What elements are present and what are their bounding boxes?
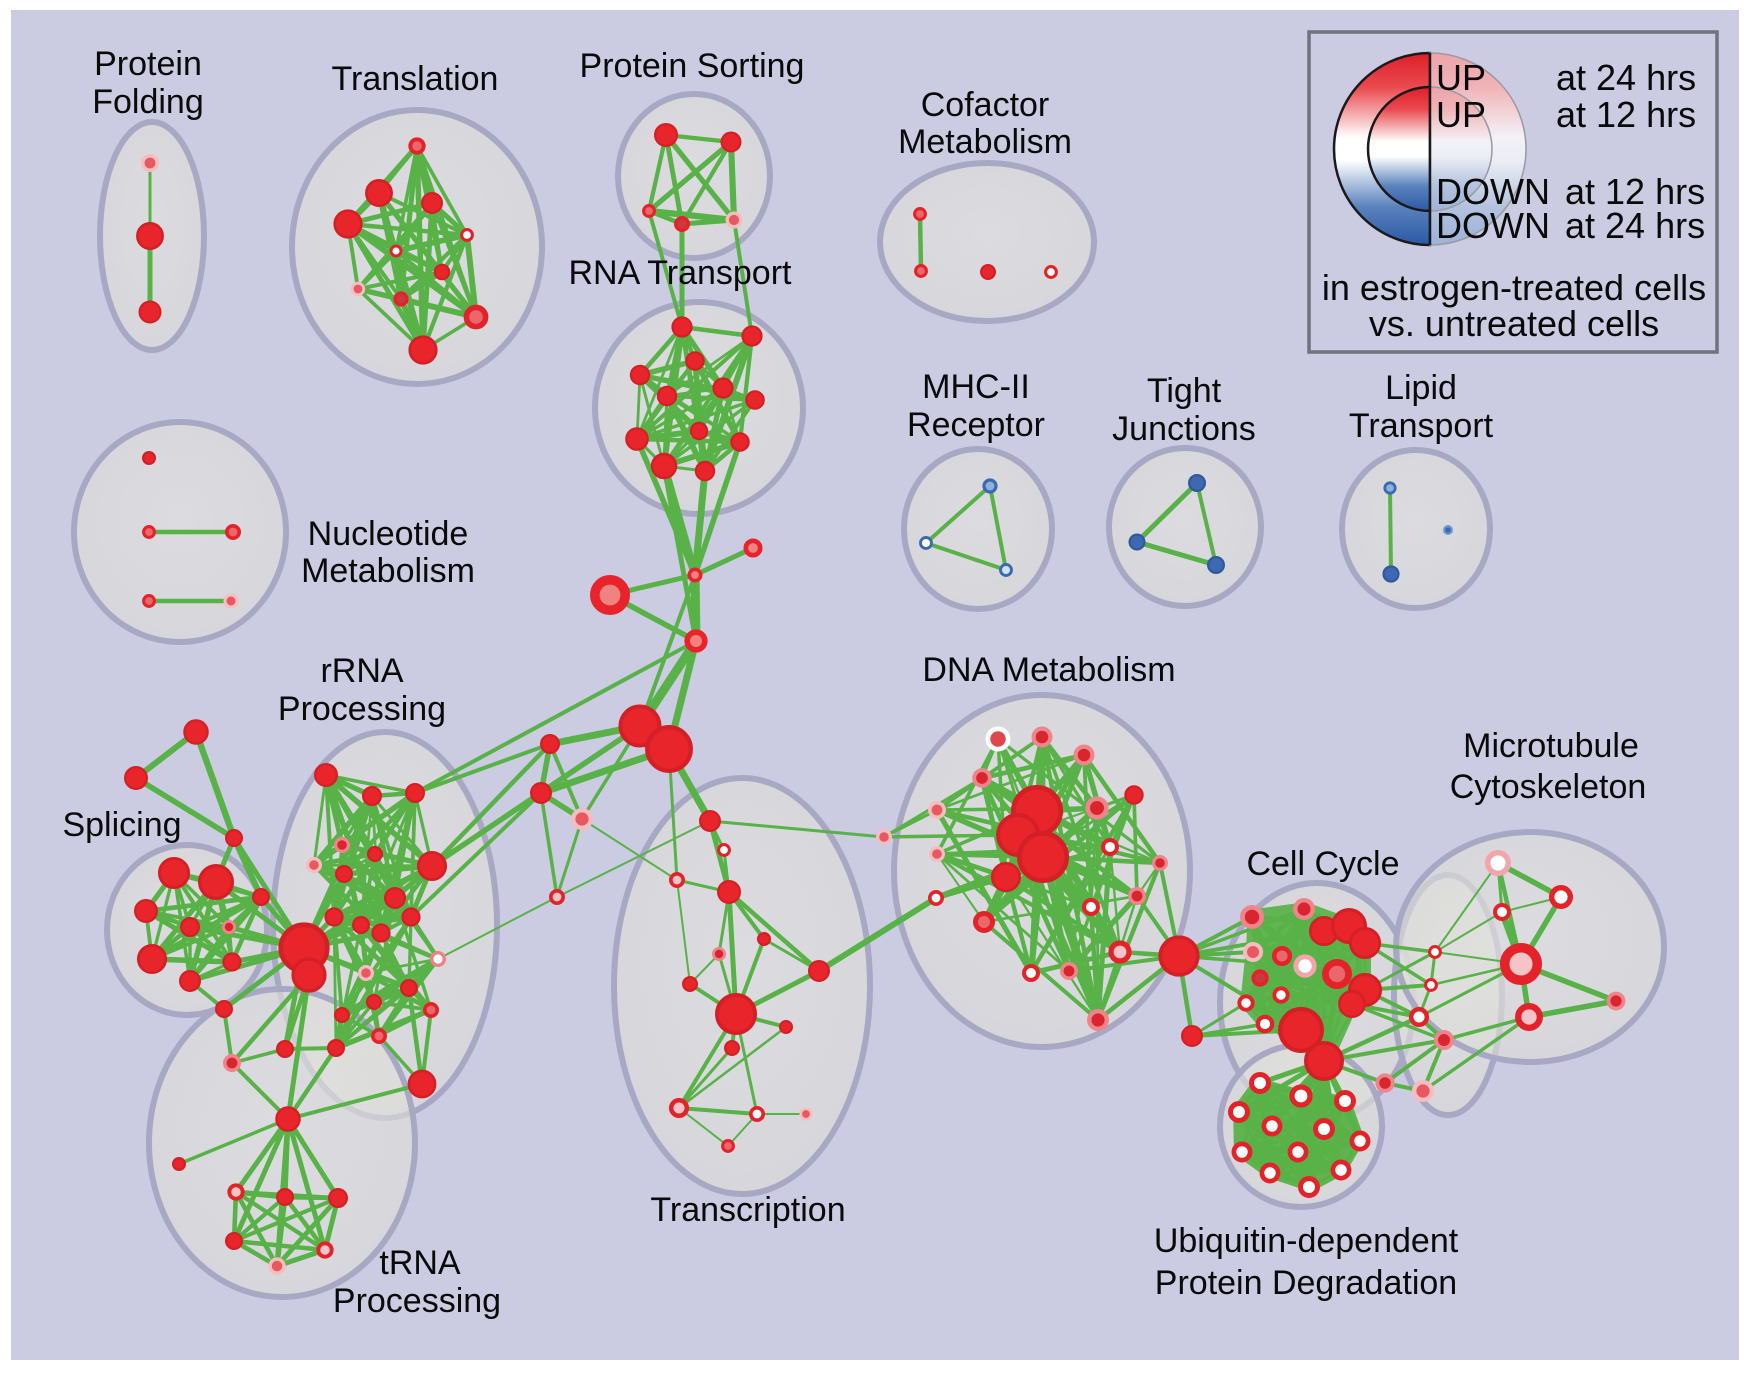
svg-text:at 12 hrs: at 12 hrs bbox=[1565, 171, 1705, 212]
svg-text:Receptor: Receptor bbox=[907, 406, 1045, 444]
svg-text:DOWN: DOWN bbox=[1436, 171, 1550, 212]
svg-text:Cell Cycle: Cell Cycle bbox=[1246, 845, 1399, 883]
svg-text:Translation: Translation bbox=[332, 60, 499, 98]
svg-text:DNA Metabolism: DNA Metabolism bbox=[922, 651, 1175, 689]
svg-text:Processing: Processing bbox=[278, 690, 446, 728]
svg-text:MHC-II: MHC-II bbox=[922, 368, 1030, 406]
svg-text:tRNA: tRNA bbox=[379, 1244, 461, 1282]
svg-text:Metabolism: Metabolism bbox=[301, 552, 475, 590]
svg-text:Protein Degradation: Protein Degradation bbox=[1155, 1264, 1457, 1302]
svg-text:Metabolism: Metabolism bbox=[898, 123, 1072, 161]
svg-text:Cytoskeleton: Cytoskeleton bbox=[1450, 768, 1647, 806]
svg-text:Protein Sorting: Protein Sorting bbox=[580, 47, 805, 85]
svg-text:Protein: Protein bbox=[94, 45, 202, 83]
svg-text:Transport: Transport bbox=[1349, 407, 1494, 445]
svg-text:at 24 hrs: at 24 hrs bbox=[1556, 57, 1696, 98]
svg-text:Processing: Processing bbox=[333, 1282, 501, 1320]
svg-text:Ubiquitin-dependent: Ubiquitin-dependent bbox=[1154, 1222, 1459, 1260]
svg-text:Folding: Folding bbox=[92, 83, 204, 121]
svg-text:Cofactor: Cofactor bbox=[921, 86, 1050, 124]
svg-text:rRNA: rRNA bbox=[320, 652, 403, 690]
svg-text:in estrogen-treated cells: in estrogen-treated cells bbox=[1322, 267, 1706, 308]
svg-text:RNA Transport: RNA Transport bbox=[569, 254, 793, 292]
svg-text:Transcription: Transcription bbox=[650, 1191, 845, 1229]
svg-text:UP: UP bbox=[1436, 94, 1486, 135]
svg-text:at 24 hrs: at 24 hrs bbox=[1565, 205, 1705, 246]
svg-text:Lipid: Lipid bbox=[1385, 369, 1457, 407]
svg-text:Junctions: Junctions bbox=[1112, 410, 1256, 448]
svg-text:Splicing: Splicing bbox=[62, 806, 181, 844]
svg-text:Tight: Tight bbox=[1147, 372, 1222, 410]
svg-text:Nucleotide: Nucleotide bbox=[308, 515, 469, 553]
svg-text:DOWN: DOWN bbox=[1436, 205, 1550, 246]
svg-text:at 12 hrs: at 12 hrs bbox=[1556, 94, 1696, 135]
svg-text:UP: UP bbox=[1436, 57, 1486, 98]
svg-text:vs. untreated cells: vs. untreated cells bbox=[1369, 303, 1659, 344]
svg-text:Microtubule: Microtubule bbox=[1463, 727, 1639, 765]
